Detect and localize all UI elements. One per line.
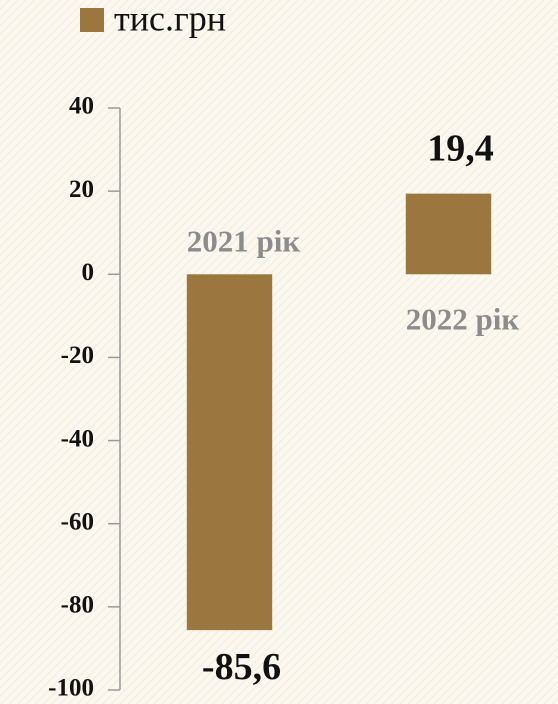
y-tick-label: -80 bbox=[61, 592, 94, 619]
y-tick-label: -60 bbox=[61, 508, 94, 535]
legend-label: тис.грн bbox=[114, 0, 226, 38]
category-label: 2022 рік bbox=[406, 301, 520, 336]
y-tick-label: 20 bbox=[69, 176, 94, 203]
value-label: -85,6 bbox=[202, 646, 281, 688]
value-label: 19,4 bbox=[427, 127, 494, 169]
y-tick-label: 40 bbox=[69, 93, 94, 120]
y-tick-label: -100 bbox=[48, 675, 94, 702]
y-tick-label: -20 bbox=[61, 342, 94, 369]
bar bbox=[186, 274, 273, 631]
category-label: 2021 рік bbox=[187, 223, 301, 258]
y-tick-label: -40 bbox=[61, 425, 94, 452]
legend-swatch bbox=[80, 8, 104, 32]
bar bbox=[405, 193, 492, 275]
y-tick-label: 0 bbox=[82, 259, 95, 286]
